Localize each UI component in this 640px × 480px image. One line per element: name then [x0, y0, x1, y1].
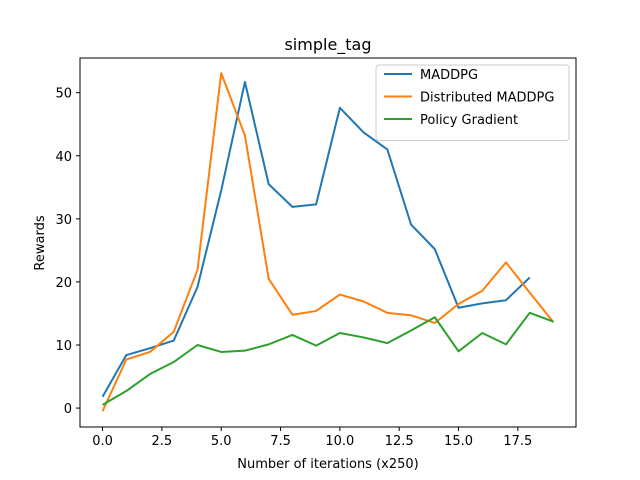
plot-frame — [79, 57, 577, 428]
series-line-0 — [101, 80, 531, 398]
x-tick-label: 10.0 — [325, 434, 354, 449]
y-tick-label: 40 — [55, 150, 72, 165]
legend-label: MADDPG — [420, 68, 478, 83]
y-tick-label: 0 — [64, 402, 72, 417]
x-tick-label: 0.0 — [92, 434, 113, 449]
y-tick-label: 10 — [55, 339, 72, 354]
plot-lines — [101, 72, 555, 412]
series-line-1 — [101, 72, 555, 412]
chart-title: simple_tag — [284, 35, 371, 55]
legend-label: Distributed MADDPG — [420, 91, 554, 106]
x-tick-label: 7.5 — [270, 434, 291, 449]
x-tick-label: 17.5 — [503, 434, 532, 449]
y-tick-label: 30 — [55, 213, 72, 228]
y-axis: 0 10 20 30 40 50 — [55, 87, 80, 417]
x-tick-label: 5.0 — [211, 434, 232, 449]
x-tick-label: 15.0 — [444, 434, 473, 449]
x-tick-label: 2.5 — [152, 434, 173, 449]
x-axis-label: Number of iterations (x250) — [237, 457, 419, 472]
legend-label: Policy Gradient — [420, 113, 518, 128]
x-tick-label: 12.5 — [385, 434, 414, 449]
x-axis: 0.0 2.5 5.0 7.5 10.0 12.5 15.0 17.5 — [92, 427, 532, 449]
y-tick-label: 50 — [55, 87, 72, 102]
y-tick-label: 20 — [55, 276, 72, 291]
legend-box — [375, 64, 570, 141]
legend: MADDPG Distributed MADDPG Policy Gradient — [375, 64, 570, 141]
series-line-2 — [102, 311, 554, 406]
y-axis-label: Rewards — [33, 215, 48, 270]
